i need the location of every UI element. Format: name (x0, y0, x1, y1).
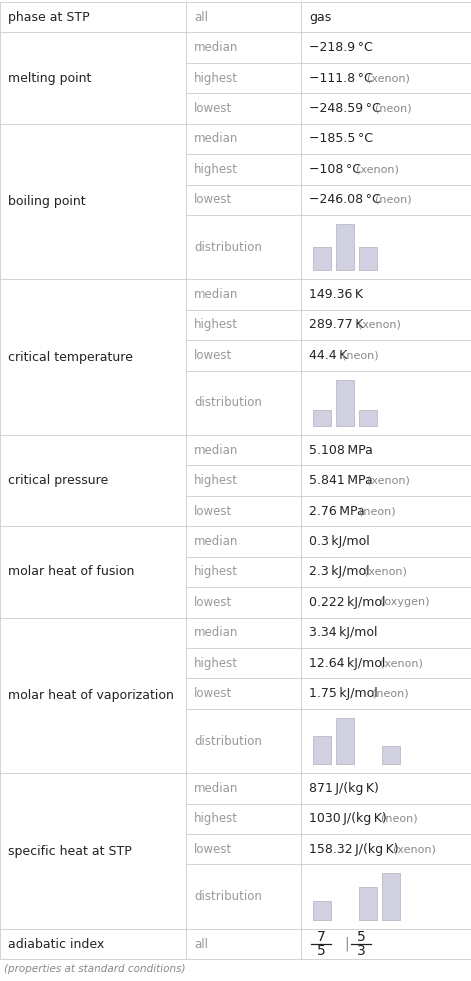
Text: −246.08 °C: −246.08 °C (309, 193, 381, 206)
Text: highest: highest (194, 163, 238, 176)
Text: −248.59 °C: −248.59 °C (309, 102, 381, 115)
Bar (313, 737, 332, 764)
Text: specific heat at STP: specific heat at STP (8, 845, 132, 857)
Bar (313, 410, 332, 426)
Text: (xenon): (xenon) (380, 658, 423, 668)
Text: 0.3 kJ/mol: 0.3 kJ/mol (309, 535, 370, 548)
Text: (neon): (neon) (382, 814, 418, 824)
Text: (neon): (neon) (375, 103, 412, 114)
Text: lowest: lowest (194, 504, 232, 518)
Text: gas: gas (309, 11, 332, 24)
Text: median: median (194, 132, 238, 145)
Text: 3.34 kJ/mol: 3.34 kJ/mol (309, 626, 378, 640)
Text: (xenon): (xenon) (364, 567, 407, 577)
Text: (xenon): (xenon) (367, 476, 410, 486)
Text: median: median (194, 41, 238, 54)
Text: highest: highest (194, 812, 238, 825)
Text: 5.841 MPa: 5.841 MPa (309, 474, 373, 488)
Text: median: median (194, 626, 238, 640)
Text: 158.32 J/(kg K): 158.32 J/(kg K) (309, 843, 399, 855)
Text: median: median (194, 782, 238, 795)
Text: critical pressure: critical pressure (8, 474, 108, 488)
Text: lowest: lowest (194, 687, 232, 700)
Text: critical temperature: critical temperature (8, 350, 133, 364)
Text: highest: highest (194, 565, 238, 579)
Text: 5.108 MPa: 5.108 MPa (309, 443, 374, 457)
Text: (neon): (neon) (373, 689, 409, 698)
Text: 3: 3 (357, 944, 366, 957)
Text: molar heat of vaporization: molar heat of vaporization (8, 689, 174, 701)
Text: (xenon): (xenon) (367, 73, 410, 83)
Text: lowest: lowest (194, 102, 232, 115)
Text: molar heat of fusion: molar heat of fusion (8, 565, 134, 579)
Bar (359, 888, 377, 920)
Text: lowest: lowest (194, 193, 232, 206)
Text: highest: highest (194, 656, 238, 670)
Bar (336, 224, 355, 271)
Text: adiabatic index: adiabatic index (8, 938, 104, 951)
Text: −108 °C: −108 °C (309, 163, 361, 176)
Text: (xenon): (xenon) (393, 845, 436, 854)
Text: (xenon): (xenon) (358, 320, 401, 330)
Text: 871 J/(kg K): 871 J/(kg K) (309, 782, 379, 795)
Text: highest: highest (194, 319, 238, 332)
Text: phase at STP: phase at STP (8, 11, 89, 24)
Text: (neon): (neon) (375, 194, 412, 205)
Text: median: median (194, 288, 238, 301)
Text: |: | (344, 937, 349, 952)
Text: 5: 5 (357, 930, 366, 945)
Text: all: all (194, 11, 208, 24)
Text: (oxygen): (oxygen) (380, 597, 430, 607)
Text: 2.3 kJ/mol: 2.3 kJ/mol (309, 565, 370, 579)
Text: highest: highest (194, 72, 238, 84)
Bar (359, 410, 377, 426)
Text: 7: 7 (317, 930, 326, 945)
Text: 12.64 kJ/mol: 12.64 kJ/mol (309, 656, 386, 670)
Text: 2.76 MPa: 2.76 MPa (309, 504, 365, 518)
Bar (382, 746, 400, 764)
Text: distribution: distribution (194, 396, 262, 409)
Text: (neon): (neon) (359, 506, 396, 516)
Text: melting point: melting point (8, 72, 91, 84)
Text: (properties at standard conditions): (properties at standard conditions) (4, 964, 186, 974)
Bar (313, 902, 332, 920)
Text: lowest: lowest (194, 349, 232, 362)
Text: distribution: distribution (194, 890, 262, 904)
Text: (xenon): (xenon) (356, 164, 398, 175)
Text: −218.9 °C: −218.9 °C (309, 41, 373, 54)
Text: lowest: lowest (194, 843, 232, 855)
Text: distribution: distribution (194, 240, 262, 254)
Text: −185.5 °C: −185.5 °C (309, 132, 374, 145)
Text: 1030 J/(kg K): 1030 J/(kg K) (309, 812, 387, 825)
Text: 0.222 kJ/mol: 0.222 kJ/mol (309, 595, 386, 609)
Text: lowest: lowest (194, 595, 232, 609)
Bar (336, 718, 355, 764)
Text: 1.75 kJ/mol: 1.75 kJ/mol (309, 687, 378, 700)
Text: boiling point: boiling point (8, 195, 86, 208)
Text: highest: highest (194, 474, 238, 488)
Bar (336, 380, 355, 426)
Text: all: all (194, 938, 208, 951)
Text: distribution: distribution (194, 735, 262, 748)
Bar (382, 873, 400, 920)
Text: 44.4 K: 44.4 K (309, 349, 348, 362)
Text: 149.36 K: 149.36 K (309, 288, 364, 301)
Text: (neon): (neon) (342, 350, 379, 360)
Bar (359, 247, 377, 271)
Text: median: median (194, 443, 238, 457)
Bar (313, 247, 332, 271)
Text: 289.77 K: 289.77 K (309, 319, 364, 332)
Text: median: median (194, 535, 238, 548)
Text: −111.8 °C: −111.8 °C (309, 72, 373, 84)
Text: 5: 5 (317, 944, 326, 957)
